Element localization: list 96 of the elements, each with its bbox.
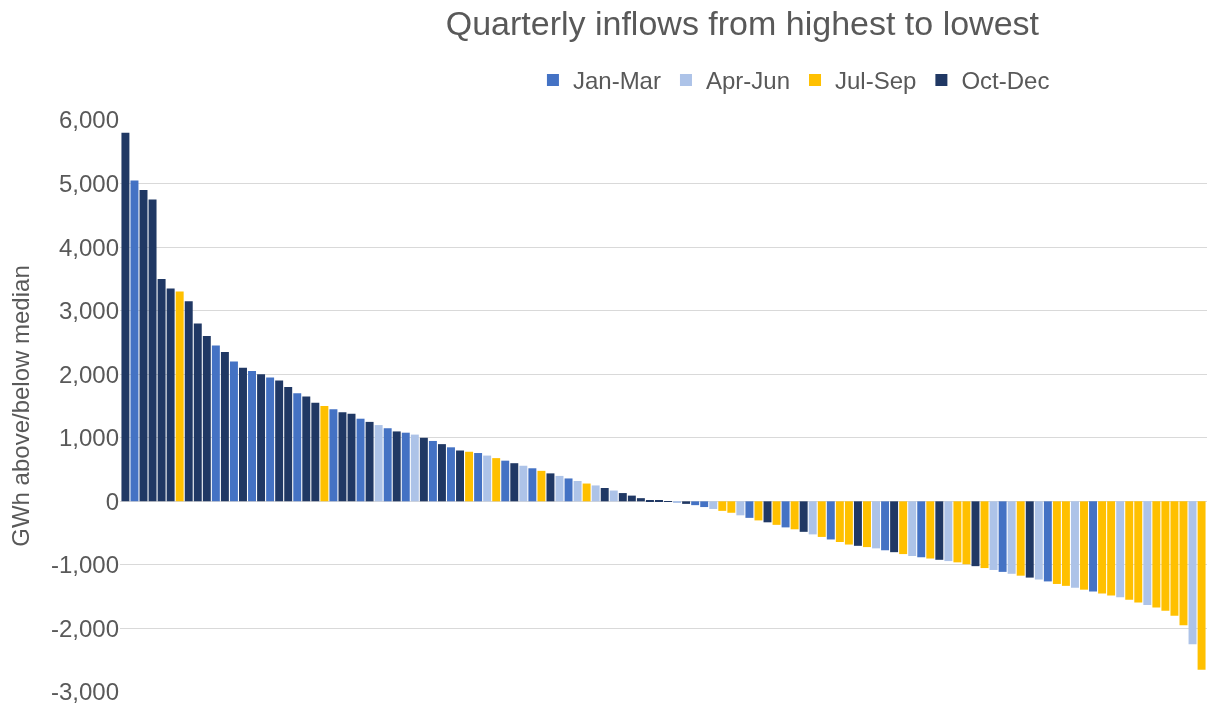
bar [564, 478, 573, 502]
bar [428, 440, 437, 502]
y-axis-title: GWh above/below median [7, 265, 35, 547]
bar [528, 468, 537, 502]
bar [754, 501, 763, 521]
bar [826, 501, 835, 540]
bar [537, 470, 546, 502]
bar [293, 393, 302, 502]
y-tick-label: 5,000 [58, 169, 119, 197]
bar [374, 425, 383, 502]
bar [1089, 501, 1098, 592]
bar [229, 361, 238, 502]
bar [1043, 501, 1052, 582]
bar [1116, 501, 1125, 598]
bar [944, 501, 953, 562]
bar [908, 501, 917, 556]
bar [492, 458, 501, 502]
bar [266, 377, 275, 502]
y-tick-label: 3,000 [58, 297, 119, 325]
bar [609, 490, 618, 502]
bar [220, 351, 229, 502]
bar [383, 428, 392, 502]
bar [257, 374, 266, 502]
bar [1007, 501, 1016, 574]
bar [772, 501, 781, 525]
bar [456, 450, 465, 502]
bar [881, 501, 890, 551]
bar [437, 444, 446, 502]
legend-label: Apr-Jun [705, 67, 791, 95]
bar [320, 406, 329, 502]
bar [582, 483, 591, 502]
bar [980, 501, 989, 569]
bar [890, 501, 899, 553]
bar [573, 481, 582, 502]
y-tick-label: 2,000 [58, 360, 119, 388]
bar [365, 421, 374, 502]
bar [248, 371, 257, 502]
bar [465, 451, 474, 502]
bar [899, 501, 908, 555]
y-tick-label: -3,000 [50, 678, 119, 706]
bar [121, 132, 130, 502]
bar [1016, 501, 1025, 576]
bar [935, 501, 944, 560]
bar [917, 501, 926, 558]
y-tick-label: -1,000 [50, 551, 119, 579]
legend-label: Jan-Mar [572, 67, 661, 95]
bar [872, 501, 880, 549]
bar [1143, 501, 1152, 605]
bar [1070, 501, 1079, 588]
bar [926, 501, 935, 559]
bar [781, 501, 790, 528]
bar [817, 501, 826, 537]
y-tick-label: 4,000 [58, 233, 119, 261]
bar [510, 463, 519, 502]
bar [591, 485, 600, 502]
bar [410, 434, 419, 502]
bar [501, 460, 510, 502]
bar [682, 501, 691, 504]
bar [392, 431, 401, 502]
bar [519, 465, 528, 502]
bar [790, 501, 799, 530]
y-tick-label: -2,000 [50, 614, 119, 642]
bar [175, 291, 184, 502]
chart-title: Quarterly inflows from highest to lowest [445, 3, 1040, 42]
bar [483, 455, 492, 502]
bar [998, 501, 1007, 572]
bar [799, 501, 808, 532]
bar [1197, 501, 1206, 670]
bar [600, 487, 609, 502]
bar [338, 412, 347, 502]
bar [130, 180, 139, 502]
bar [474, 453, 483, 502]
bar [447, 447, 455, 502]
bar [239, 367, 247, 502]
bar [419, 437, 428, 502]
bar [546, 473, 555, 502]
bar [989, 501, 998, 570]
y-tick-label: 0 [105, 487, 119, 515]
bar [329, 409, 338, 502]
bar [1080, 501, 1088, 590]
bar [1188, 501, 1197, 645]
bar [736, 501, 745, 516]
bar [745, 501, 754, 518]
bar [1025, 501, 1034, 578]
bar [808, 501, 817, 535]
bar [356, 418, 365, 502]
bar [1034, 501, 1043, 580]
y-tick-label: 6,000 [58, 106, 119, 134]
bar [211, 345, 220, 502]
legend-label: Oct-Dec [961, 67, 1050, 95]
bar [853, 501, 862, 546]
legend-label: Jul-Sep [835, 67, 917, 95]
bar [401, 432, 410, 502]
bar [862, 501, 871, 548]
y-tick-label: 1,000 [58, 424, 119, 452]
bar [709, 501, 718, 509]
